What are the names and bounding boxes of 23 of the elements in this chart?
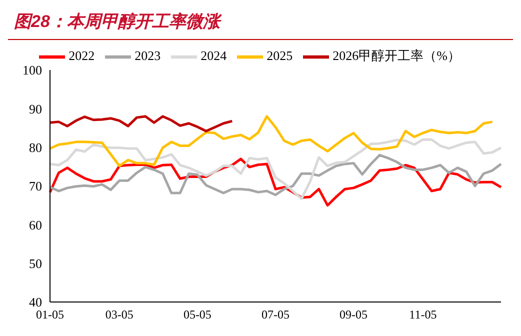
x-tick-label: 07-05 [262, 308, 290, 322]
line-series [48, 154, 502, 196]
line-series [48, 138, 502, 200]
chart-title: 图28：本周甲醇开工率微涨 [8, 8, 513, 40]
y-tick-label: 70 [29, 178, 42, 194]
legend-label: 2026甲醇开工率（%） [332, 48, 460, 63]
y-tick-label: 40 [29, 294, 42, 310]
legend-label: 2022 [68, 48, 95, 63]
x-tick-label: 03-05 [105, 308, 134, 322]
x-tick-label: 01-05 [36, 308, 64, 322]
y-tick-label: 90 [29, 101, 42, 116]
y-tick-label: 100 [22, 62, 42, 78]
y-tick-label: 80 [29, 140, 42, 155]
legend-label: 2025 [266, 48, 293, 63]
line-series [48, 115, 234, 132]
x-tick-label: 05-05 [183, 308, 212, 322]
line-series [48, 115, 494, 168]
legend-label: 2024 [200, 48, 227, 63]
y-tick-label: 60 [29, 217, 42, 232]
x-tick-label: 09-05 [340, 308, 368, 322]
x-tick-label: 11-05 [409, 308, 437, 322]
legend-label: 2023 [134, 48, 161, 63]
y-tick-label: 50 [29, 256, 42, 271]
